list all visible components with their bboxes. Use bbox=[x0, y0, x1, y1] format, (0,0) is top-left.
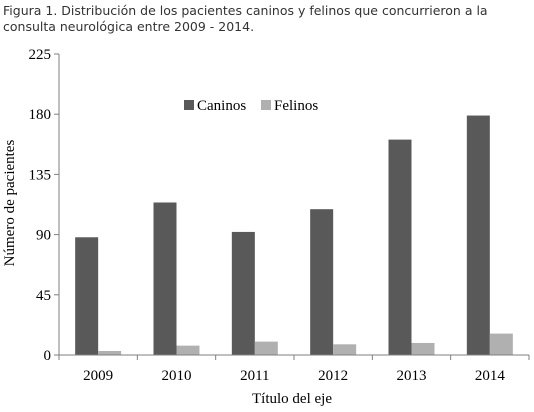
legend-label-caninos: Caninos bbox=[197, 98, 246, 114]
bars bbox=[75, 115, 513, 355]
bar-caninos-2012 bbox=[310, 209, 334, 355]
bar-caninos-2014 bbox=[466, 115, 490, 355]
bar-caninos-2011 bbox=[231, 231, 255, 355]
y-axis-title: Número de pacientes bbox=[2, 140, 18, 267]
bar-felinos-2014 bbox=[489, 333, 513, 355]
legend: Caninos Felinos bbox=[184, 98, 318, 114]
y-tick-label: 225 bbox=[29, 47, 52, 63]
bar-felinos-2009 bbox=[98, 350, 122, 355]
bar-felinos-2012 bbox=[333, 344, 357, 355]
x-axis-title: Título del eje bbox=[252, 391, 332, 407]
legend-swatch-caninos bbox=[184, 100, 194, 110]
y-tick-label: 135 bbox=[29, 167, 52, 183]
bar-caninos-2013 bbox=[388, 139, 412, 355]
x-axis-ticks: 2009 2010 2011 2012 2013 2014 bbox=[58, 355, 530, 384]
bar-felinos-2010 bbox=[176, 345, 200, 355]
y-tick-label: 180 bbox=[29, 107, 52, 123]
bar-caninos-2009 bbox=[75, 237, 99, 355]
figure-caption: Figura 1. Distribución de los pacientes … bbox=[3, 3, 488, 34]
y-tick-label: 0 bbox=[44, 348, 52, 364]
y-axis-ticks: 0 45 90 135 180 225 bbox=[29, 47, 59, 364]
legend-label-felinos: Felinos bbox=[274, 98, 318, 114]
x-tick-label: 2013 bbox=[397, 368, 427, 384]
y-tick-label: 90 bbox=[36, 228, 51, 244]
bar-caninos-2010 bbox=[153, 202, 177, 355]
y-tick-label: 45 bbox=[36, 288, 51, 304]
x-tick-label: 2009 bbox=[83, 368, 113, 384]
legend-swatch-felinos bbox=[261, 100, 271, 110]
x-tick-label: 2011 bbox=[240, 368, 269, 384]
x-tick-label: 2010 bbox=[162, 368, 192, 384]
x-tick-label: 2014 bbox=[475, 368, 506, 384]
bar-felinos-2011 bbox=[254, 341, 278, 355]
x-tick-label: 2012 bbox=[318, 368, 348, 384]
bar-felinos-2013 bbox=[411, 342, 435, 355]
